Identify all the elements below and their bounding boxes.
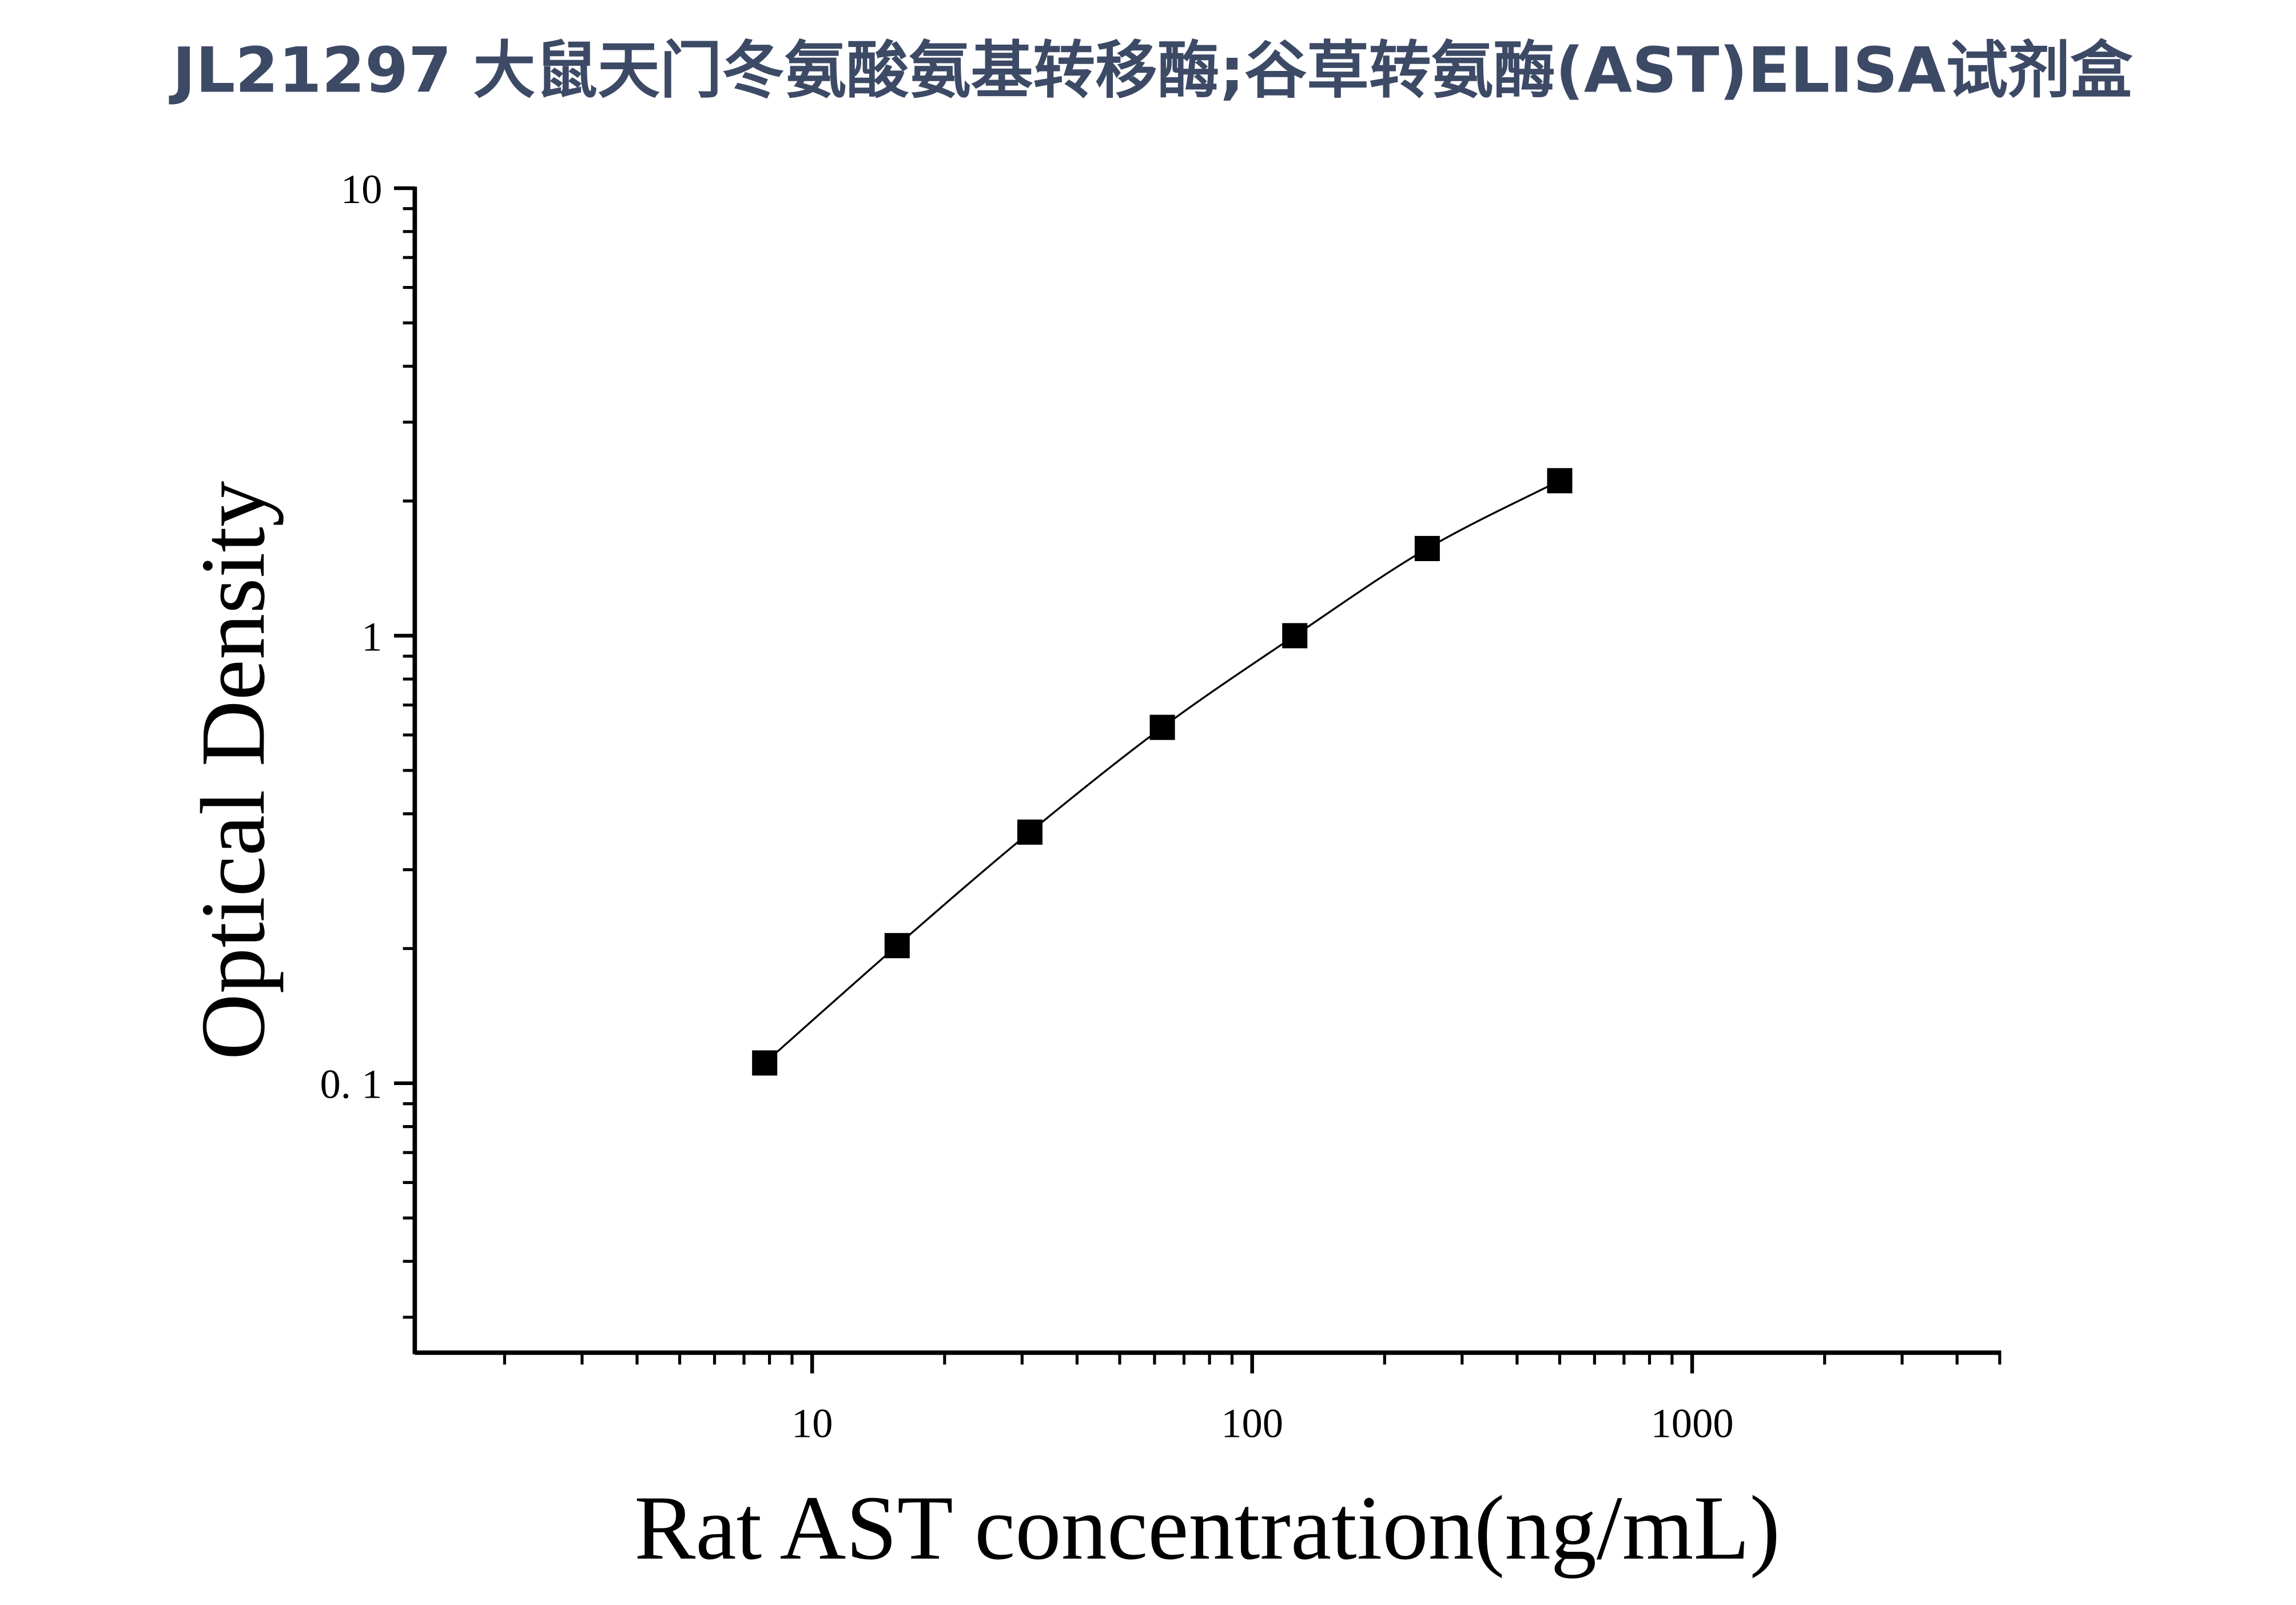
data-point [1414, 535, 1440, 561]
data-point [1149, 714, 1175, 740]
data-point [1547, 468, 1573, 494]
y-tick-label: 1 [361, 613, 382, 660]
x-tick-label: 1000 [1651, 1400, 1734, 1447]
y-tick-label: 0. 1 [320, 1061, 383, 1107]
data-point [1017, 819, 1042, 845]
data-point [1282, 623, 1308, 649]
chart-title: JL21297 大鼠天门冬氨酸氨基转移酶;谷草转氨酶(AST)ELISA试剂盒 [168, 34, 2133, 107]
y-tick-label: 10 [341, 166, 383, 212]
y-axis-label: Optical Density [182, 481, 284, 1060]
fit-curve [764, 479, 1561, 1064]
x-tick-label: 100 [1221, 1400, 1283, 1447]
x-axis-label: Rat AST concentration(ng/mL) [634, 1477, 1780, 1579]
data-point [752, 1050, 778, 1076]
data-point [884, 933, 910, 959]
x-tick-label: 10 [791, 1400, 833, 1447]
